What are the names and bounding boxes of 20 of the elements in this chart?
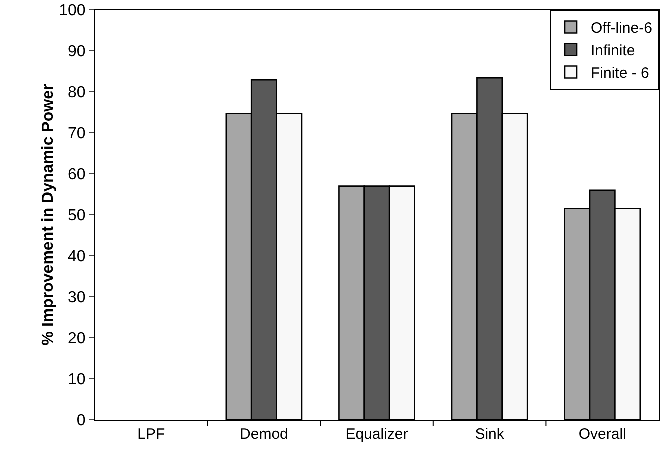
y-tick-label: 20 xyxy=(68,330,86,348)
y-tick-label: 0 xyxy=(76,412,86,430)
legend-label: Finite - 6 xyxy=(591,65,650,82)
y-tick-label: 10 xyxy=(68,372,86,389)
y-tick-label: 50 xyxy=(68,208,86,225)
y-tick-label: 80 xyxy=(68,84,86,102)
y-tick-label: 90 xyxy=(68,44,86,61)
x-tick-label: Sink xyxy=(475,426,505,443)
y-axis-title: % Improvement in Dynamic Power xyxy=(40,84,57,346)
x-tick-label: Demod xyxy=(240,426,288,443)
legend-label: Infinite xyxy=(591,42,636,60)
legend-label: Off-line-6 xyxy=(591,20,652,38)
y-tick-label: 70 xyxy=(68,126,86,143)
x-tick-label: Equalizer xyxy=(346,426,408,443)
x-tick-label: Overall xyxy=(578,426,626,443)
y-tick-label: 40 xyxy=(68,248,86,266)
y-tick-label: 60 xyxy=(68,166,86,184)
y-tick-label: 100 xyxy=(59,2,86,20)
x-tick-label: LPF xyxy=(138,426,166,443)
y-tick-label: 30 xyxy=(68,290,86,307)
